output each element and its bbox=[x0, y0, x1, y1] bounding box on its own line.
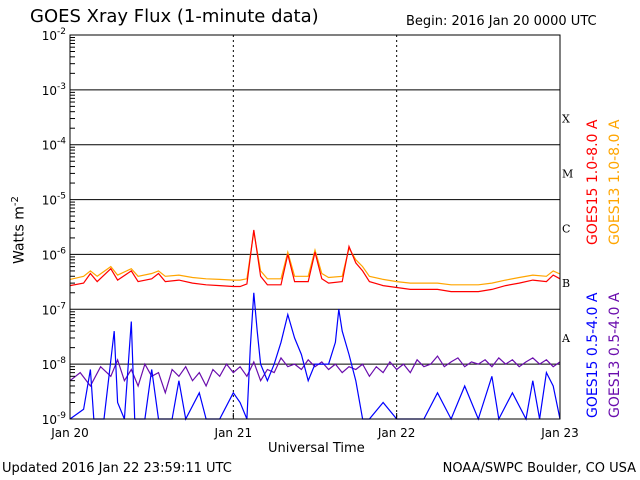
legend-goes15-long: GOES15 1.0-8.0 A bbox=[585, 119, 601, 245]
series-line bbox=[69, 229, 561, 293]
flare-class-labels: X M C B A bbox=[561, 113, 573, 345]
y-axis-label-exponent: -2 bbox=[10, 196, 21, 207]
legend-goes13-long: GOES13 1.0-8.0 A bbox=[607, 119, 623, 245]
x-tick-label: Jan 22 bbox=[377, 426, 416, 440]
flare-class-label: B bbox=[562, 277, 570, 290]
series-line bbox=[69, 231, 561, 286]
legend-goes15-short: GOES15 0.5-4.0 A bbox=[585, 292, 601, 418]
flare-class-label: M bbox=[562, 167, 573, 180]
y-tick-label: 10-9 bbox=[42, 411, 67, 427]
flare-class-label: X bbox=[562, 113, 570, 126]
series-lines bbox=[69, 229, 561, 421]
flare-class-label: A bbox=[561, 332, 571, 345]
updated-timestamp: Updated 2016 Jan 22 23:59:11 UTC bbox=[2, 461, 232, 476]
chart-title: GOES Xray Flux (1-minute data) bbox=[30, 6, 319, 27]
flare-class-label: C bbox=[562, 222, 570, 235]
series-line bbox=[69, 292, 561, 421]
y-tick-label: 10-4 bbox=[42, 137, 67, 153]
x-tick-label: Jan 23 bbox=[540, 426, 579, 440]
begin-time: Begin: 2016 Jan 20 0000 UTC bbox=[406, 14, 597, 29]
x-tick-label: Jan 21 bbox=[214, 426, 253, 440]
y-tick-label: 10-2 bbox=[42, 27, 66, 43]
x-tick-label: Jan 20 bbox=[50, 426, 89, 440]
series-line bbox=[69, 355, 561, 395]
y-tick-label: 10-3 bbox=[42, 82, 66, 98]
plot-frame bbox=[69, 34, 561, 420]
y-axis-label-text: Watts m bbox=[11, 206, 28, 264]
y-tick-label: 10-8 bbox=[42, 356, 67, 372]
legend-goes13-short: GOES13 0.5-4.0 A bbox=[607, 292, 623, 418]
y-tick-label: 10-7 bbox=[42, 301, 66, 317]
y-tick-label: 10-6 bbox=[42, 246, 67, 262]
y-axis-label: Watts m-2 bbox=[10, 196, 28, 264]
x-axis-title: Universal Time bbox=[268, 441, 365, 456]
credit-text: NOAA/SWPC Boulder, CO USA bbox=[442, 461, 636, 476]
y-tick-label: 10-5 bbox=[42, 192, 66, 208]
